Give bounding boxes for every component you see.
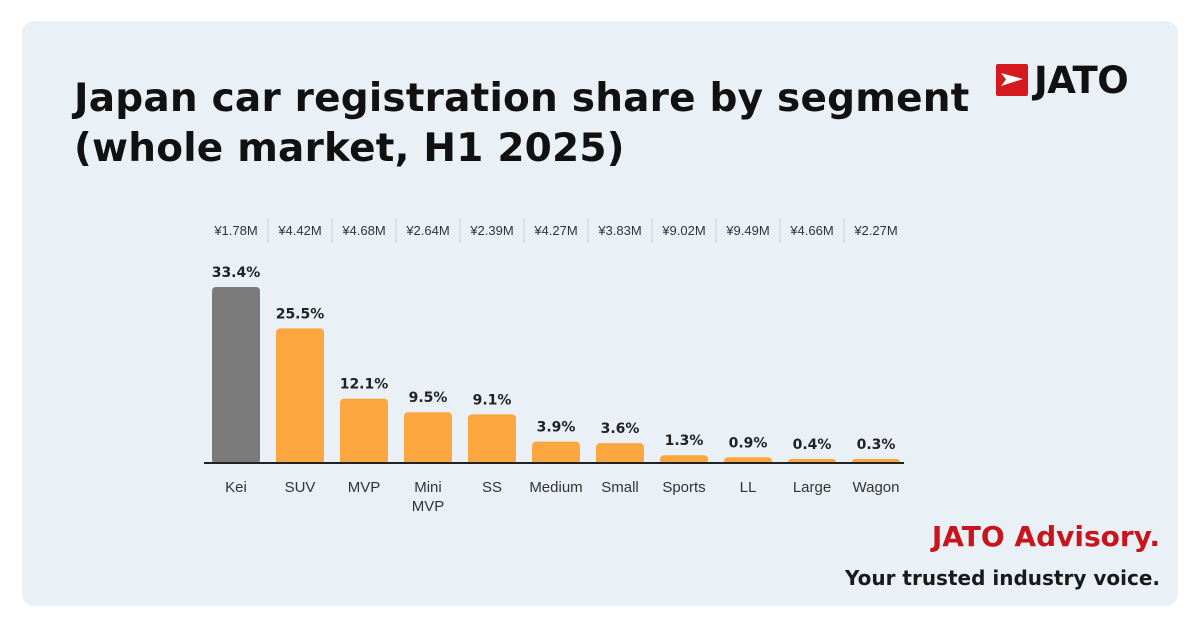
category-label: Sports — [662, 479, 705, 496]
price-label: ¥2.64M — [405, 223, 449, 238]
price-label: ¥9.49M — [725, 223, 769, 238]
price-label: ¥9.02M — [661, 223, 705, 238]
category-label: Small — [601, 479, 639, 496]
category-label: Kei — [225, 479, 247, 496]
category-label: Mini MVP — [412, 479, 445, 515]
value-label: 33.4% — [212, 265, 261, 281]
value-label: 3.9% — [537, 420, 576, 436]
price-label: ¥4.66M — [789, 223, 833, 238]
bar-mvp — [340, 398, 388, 464]
category-label: LL — [740, 479, 757, 496]
tagline: Your trusted industry voice. — [844, 566, 1160, 590]
category-label: MVP — [348, 479, 381, 496]
price-label: ¥4.42M — [277, 223, 321, 238]
bar-medium — [532, 441, 580, 464]
category-label: Wagon — [853, 479, 900, 496]
category-label: Medium — [529, 479, 582, 496]
value-label: 9.5% — [409, 390, 448, 406]
bar-suv — [276, 328, 324, 464]
page-title: Japan car registration share by segment … — [74, 76, 970, 171]
value-label: 0.4% — [793, 437, 832, 453]
jato-logo-icon — [996, 64, 1028, 96]
category-label: SS — [482, 479, 502, 496]
price-label: ¥4.27M — [533, 223, 577, 238]
bar-sports — [660, 455, 708, 464]
price-label: ¥3.83M — [597, 223, 641, 238]
value-label: 3.6% — [601, 421, 640, 437]
bar-ss — [468, 414, 516, 464]
category-label: Large — [793, 479, 831, 496]
price-label: ¥2.39M — [469, 223, 513, 238]
value-label: 25.5% — [276, 306, 325, 322]
price-label: ¥1.78M — [213, 223, 257, 238]
value-label: 0.9% — [729, 435, 768, 451]
value-label: 0.3% — [857, 437, 896, 453]
logo-text: JATO — [1034, 58, 1129, 102]
category-label: SUV — [285, 479, 316, 496]
price-label: ¥2.27M — [853, 223, 897, 238]
bar-kei — [212, 287, 260, 464]
price-label: ¥4.68M — [341, 223, 385, 238]
value-label: 12.1% — [340, 377, 389, 393]
brand-name: JATO Advisory. — [931, 520, 1160, 553]
value-label: 1.3% — [665, 433, 704, 449]
jato-logo: JATO — [996, 58, 1129, 102]
value-label: 9.1% — [473, 392, 512, 408]
bar-small — [596, 443, 644, 464]
bar-mini-mvp — [404, 412, 452, 464]
